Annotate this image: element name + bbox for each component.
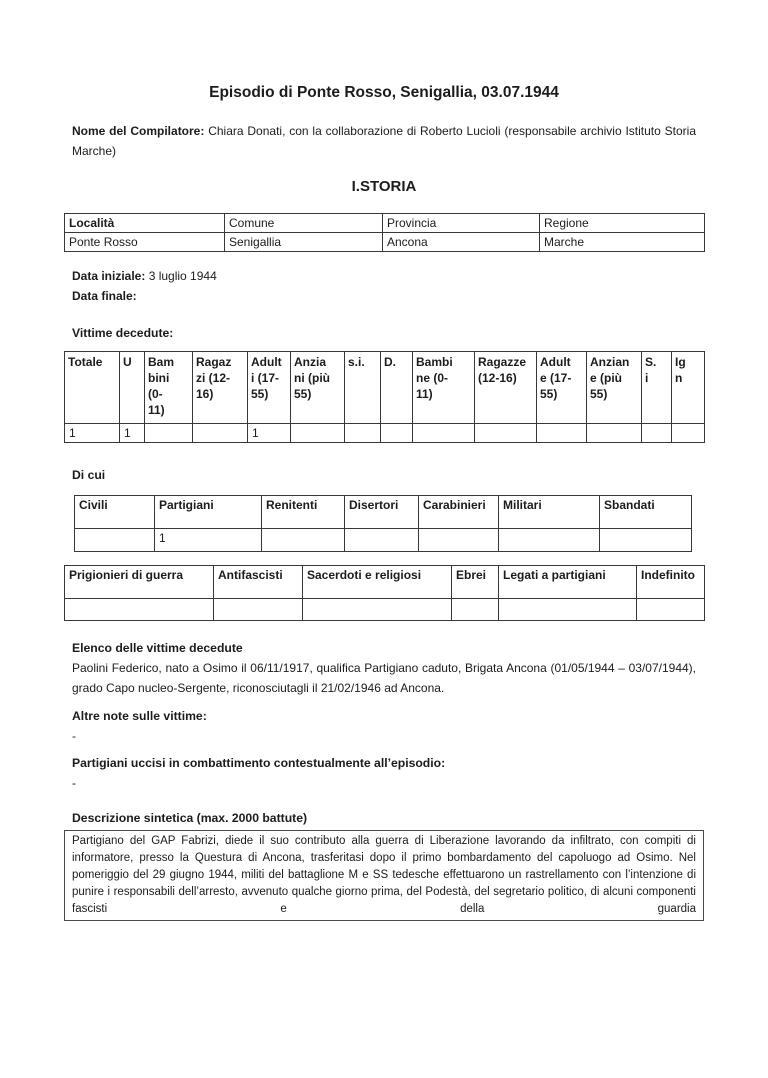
victims-value-cell [671,423,705,443]
di-cui-heading: Di cui [72,468,106,482]
victims-header-cell: s.i. [344,351,381,424]
location-header-row: Località Comune Provincia Regione [64,213,705,233]
di-cui-value-cell [599,528,692,552]
di-cui-header-cell: Civili [74,495,155,529]
victims-header-cell: D. [380,351,413,424]
di-cui-value-cell [418,528,499,552]
categories-header-cell: Indefinito [636,565,705,599]
location-header-cell: Comune [224,213,383,233]
victims-value-cell [474,423,537,443]
victims-header-cell: Anzian e (più 55) [586,351,642,424]
victims-value-cell [380,423,413,443]
victims-value-cell [536,423,587,443]
partisans-killed-value: - [72,776,76,790]
description-text: Partigiano del GAP Fabrizi, diede il suo… [72,835,696,915]
di-cui-value-row: 1 [74,528,692,552]
di-cui-table: Civili Partigiani Renitenti Disertori Ca… [74,495,692,552]
categories-value-row [64,598,705,621]
categories-header-cell: Sacerdoti e religiosi [302,565,452,599]
categories-header-cell: Legati a partigiani [498,565,637,599]
di-cui-value-cell: 1 [154,528,262,552]
compiler-label: Nome del Compilatore: [72,124,205,138]
victims-table: Totale U Bam bini (0- 11) Ragaz zi (12- … [64,351,705,443]
di-cui-header-cell: Sbandati [599,495,692,529]
location-header-cell: Provincia [382,213,540,233]
description-box: Partigiano del GAP Fabrizi, diede il suo… [64,830,704,921]
victims-header-cell: Anzia ni (più 55) [290,351,345,424]
di-cui-value-cell [498,528,600,552]
victims-header-row: Totale U Bam bini (0- 11) Ragaz zi (12- … [64,351,705,424]
categories-value-cell [636,598,705,621]
dates-block: Data iniziale: 3 luglio 1944 Data finale… [72,266,704,306]
categories-header-cell: Prigionieri di guerra [64,565,214,599]
categories-value-cell [498,598,637,621]
di-cui-value-cell [261,528,345,552]
categories-table: Prigionieri di guerra Antifascisti Sacer… [64,565,705,621]
victims-value-cell [290,423,345,443]
location-header-cell: Regione [539,213,705,233]
section-title-storia: I.STORIA [351,178,417,195]
victims-header-cell: Totale [64,351,120,424]
doc-title: Episodio di Ponte Rosso, Senigallia, 03.… [209,84,559,101]
di-cui-value-cell [74,528,155,552]
victims-value-cell: 1 [247,423,291,443]
date-start-line: Data iniziale: 3 luglio 1944 [72,266,704,286]
victims-header-cell: Adult i (17- 55) [247,351,291,424]
victims-value-cell [192,423,248,443]
victim-list-text: Paolini Federico, nato a Osimo il 06/11/… [72,661,696,695]
victims-value-cell: 1 [119,423,145,443]
categories-value-cell [64,598,214,621]
other-notes-heading: Altre note sulle vittime: [72,709,207,723]
categories-header-cell: Ebrei [451,565,499,599]
description-heading: Descrizione sintetica (max. 2000 battute… [72,811,308,825]
date-end-label: Data finale: [72,289,137,303]
categories-value-cell [213,598,303,621]
victims-header-cell: Ig n [671,351,705,424]
victims-value-cell [641,423,672,443]
victims-header-cell: Ragaz zi (12- 16) [192,351,248,424]
partisans-killed-heading: Partigiani uccisi in combattimento conte… [72,756,446,770]
di-cui-header-cell: Disertori [344,495,419,529]
location-value-cell: Ponte Rosso [64,232,225,252]
victim-list-heading: Elenco delle vittime decedute [72,641,243,655]
compiler-line: Nome del Compilatore: Chiara Donati, con… [72,121,696,161]
di-cui-header-cell: Militari [498,495,600,529]
location-table: Località Comune Provincia Regione Ponte … [64,213,705,252]
victims-heading: Vittime decedute: [72,326,174,340]
di-cui-header-row: Civili Partigiani Renitenti Disertori Ca… [74,495,692,529]
victims-value-cell [412,423,475,443]
categories-header-cell: Antifascisti [213,565,303,599]
di-cui-header-cell: Carabinieri [418,495,499,529]
victims-value-cell [344,423,381,443]
victims-value-row: 1 1 1 [64,423,705,443]
location-value-cell: Senigallia [224,232,383,252]
victims-header-cell: Bambi ne (0- 11) [412,351,475,424]
categories-value-cell [302,598,452,621]
victims-value-cell: 1 [64,423,120,443]
di-cui-header-cell: Partigiani [154,495,262,529]
di-cui-value-cell [344,528,419,552]
location-value-cell: Ancona [382,232,540,252]
compiler-text: Chiara Donati, con la collaborazione di … [72,124,696,158]
victims-header-cell: Bam bini (0- 11) [144,351,193,424]
other-notes-value: - [72,729,76,743]
categories-value-cell [451,598,499,621]
location-value-row: Ponte Rosso Senigallia Ancona Marche [64,232,705,252]
victims-value-cell [144,423,193,443]
di-cui-header-cell: Renitenti [261,495,345,529]
date-start-value: 3 luglio 1944 [145,269,217,283]
categories-header-row: Prigionieri di guerra Antifascisti Sacer… [64,565,705,599]
location-value-cell: Marche [539,232,705,252]
location-header-cell: Località [64,213,225,233]
document-page: Episodio di Ponte Rosso, Senigallia, 03.… [0,84,768,1078]
victims-header-cell: Ragazze (12-16) [474,351,537,424]
victims-header-cell: Adult e (17- 55) [536,351,587,424]
date-end-line: Data finale: [72,286,704,306]
victims-value-cell [586,423,642,443]
date-start-label: Data iniziale: [72,269,146,283]
victims-header-cell: S. i [641,351,672,424]
victims-header-cell: U [119,351,145,424]
